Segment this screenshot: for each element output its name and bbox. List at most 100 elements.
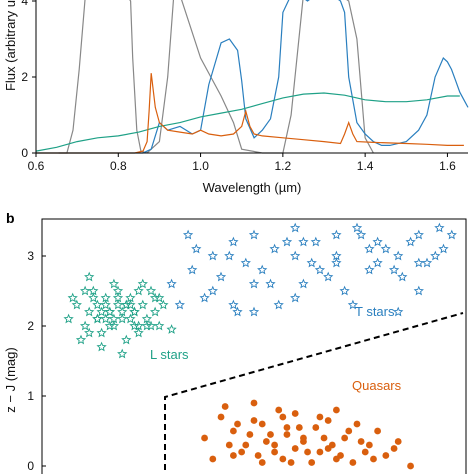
quasar-point-39 <box>254 452 262 459</box>
quasar-point-55 <box>316 448 324 456</box>
star-point-1-39 <box>232 306 243 317</box>
star-point-1-50 <box>248 278 260 289</box>
quasar-point-34 <box>316 413 324 421</box>
quasar-point-12 <box>333 406 340 414</box>
star-point-1-45 <box>397 271 408 282</box>
star-point-1-32 <box>306 257 317 268</box>
star-point-1-4 <box>248 229 260 240</box>
star-point-1-21 <box>323 271 334 282</box>
star-point-1-51 <box>228 299 239 310</box>
star-point-0-3 <box>84 306 95 317</box>
star-point-0-38 <box>137 278 148 289</box>
star-point-1-31 <box>273 299 284 310</box>
star-point-1-38 <box>207 285 218 296</box>
star-point-1-3 <box>228 236 239 247</box>
panel-a-xtick-label-5: 1.6 <box>439 159 456 173</box>
star-point-0-33 <box>96 306 107 317</box>
quasar-point-29 <box>361 448 369 456</box>
quasar-point-19 <box>209 455 217 463</box>
star-point-1-9 <box>351 222 363 233</box>
quasar-point-35 <box>328 441 336 449</box>
quasar-point-6 <box>271 448 278 456</box>
star-point-1-40 <box>265 278 276 289</box>
quasar-point-14 <box>353 420 361 428</box>
star-point-1-6 <box>290 250 301 261</box>
star-point-0-32 <box>88 285 99 296</box>
star-point-0-50 <box>96 341 107 352</box>
star-point-1-19 <box>281 236 293 247</box>
spectrum-line-0 <box>58 0 374 154</box>
star-point-0-28 <box>125 313 136 324</box>
quasar-point-7 <box>283 431 291 438</box>
panel-b-ytick-label-3: 3 <box>27 249 34 263</box>
panel-b-letter: b <box>6 210 15 226</box>
quasar-point-38 <box>234 420 241 428</box>
quasar-point-45 <box>246 431 254 438</box>
quasar-point-21 <box>238 448 246 456</box>
star-point-0-18 <box>145 285 157 296</box>
star-point-1-1 <box>187 264 198 275</box>
quasar-point-43 <box>333 455 340 463</box>
panel-a-ytick-label-0: 0 <box>21 146 28 160</box>
quasar-point-37 <box>370 455 377 463</box>
panel-a-xlabel: Wavelength (µm) <box>203 180 302 195</box>
star-point-0-46 <box>100 313 111 324</box>
quasar-point-28 <box>349 459 357 466</box>
star-point-1-37 <box>438 243 449 254</box>
star-point-0-20 <box>154 320 165 331</box>
star-point-1-55 <box>298 236 309 247</box>
l-stars-label: L stars <box>150 347 189 362</box>
star-point-1-16 <box>215 271 227 282</box>
star-point-0-45 <box>84 271 95 282</box>
star-point-1-36 <box>413 257 424 268</box>
star-point-0-34 <box>104 320 115 331</box>
spectrum-line-2 <box>35 92 460 152</box>
quasar-point-40 <box>275 406 283 414</box>
star-point-1-7 <box>310 236 321 247</box>
star-point-0-16 <box>137 299 148 310</box>
quasar-point-53 <box>230 452 237 459</box>
star-point-0-42 <box>104 306 115 317</box>
star-point-1-52 <box>393 306 404 317</box>
star-point-1-23 <box>364 264 375 275</box>
star-point-1-17 <box>240 257 251 268</box>
panel-b-ylabel: z − J (mag) <box>3 347 18 412</box>
quasar-point-10 <box>312 424 320 431</box>
star-point-0-54 <box>154 292 165 303</box>
panel-b-ytick-label-2: 2 <box>27 319 34 333</box>
star-point-1-28 <box>191 243 202 254</box>
panel-b-y-ticks: 0 1 2 3 <box>27 249 46 473</box>
star-point-1-25 <box>405 236 416 247</box>
star-point-1-8 <box>331 229 342 240</box>
panel-a-xtick-label-0: 0.6 <box>28 159 45 173</box>
star-point-0-55 <box>166 324 177 334</box>
star-point-1-49 <box>364 243 375 254</box>
quasar-point-42 <box>304 448 311 456</box>
quasar-point-5 <box>258 420 266 428</box>
quasars-label: Quasars <box>352 378 402 393</box>
star-point-0-52 <box>121 299 132 310</box>
star-point-1-42 <box>314 264 326 275</box>
star-point-1-0 <box>166 278 177 289</box>
star-point-1-29 <box>224 250 235 261</box>
star-point-0-23 <box>84 327 95 338</box>
panel-b: b 0 1 2 3 L stars T stars Quasars z − J (ma… <box>3 210 467 474</box>
quasar-point-3 <box>242 441 250 449</box>
panel-a-x-ticks: 0.6 0.8 1.0 1.2 1.4 1.6 <box>28 153 456 173</box>
panel-a-y-ticks: 0 2 4 <box>21 0 36 160</box>
star-point-0-44 <box>129 320 140 331</box>
star-point-1-30 <box>248 306 260 317</box>
quasar-point-18 <box>394 438 402 445</box>
panel-b-points <box>63 222 457 470</box>
star-point-1-44 <box>372 257 383 268</box>
quasar-point-2 <box>230 427 237 435</box>
star-point-0-25 <box>100 292 111 303</box>
star-point-0-49 <box>145 320 157 331</box>
quasar-point-24 <box>291 445 299 452</box>
star-point-0-19 <box>149 306 161 317</box>
quasar-point-0 <box>201 434 208 442</box>
star-point-1-54 <box>182 229 194 240</box>
star-point-0-40 <box>79 285 91 296</box>
star-point-0-29 <box>133 327 144 338</box>
quasar-point-52 <box>407 462 414 470</box>
